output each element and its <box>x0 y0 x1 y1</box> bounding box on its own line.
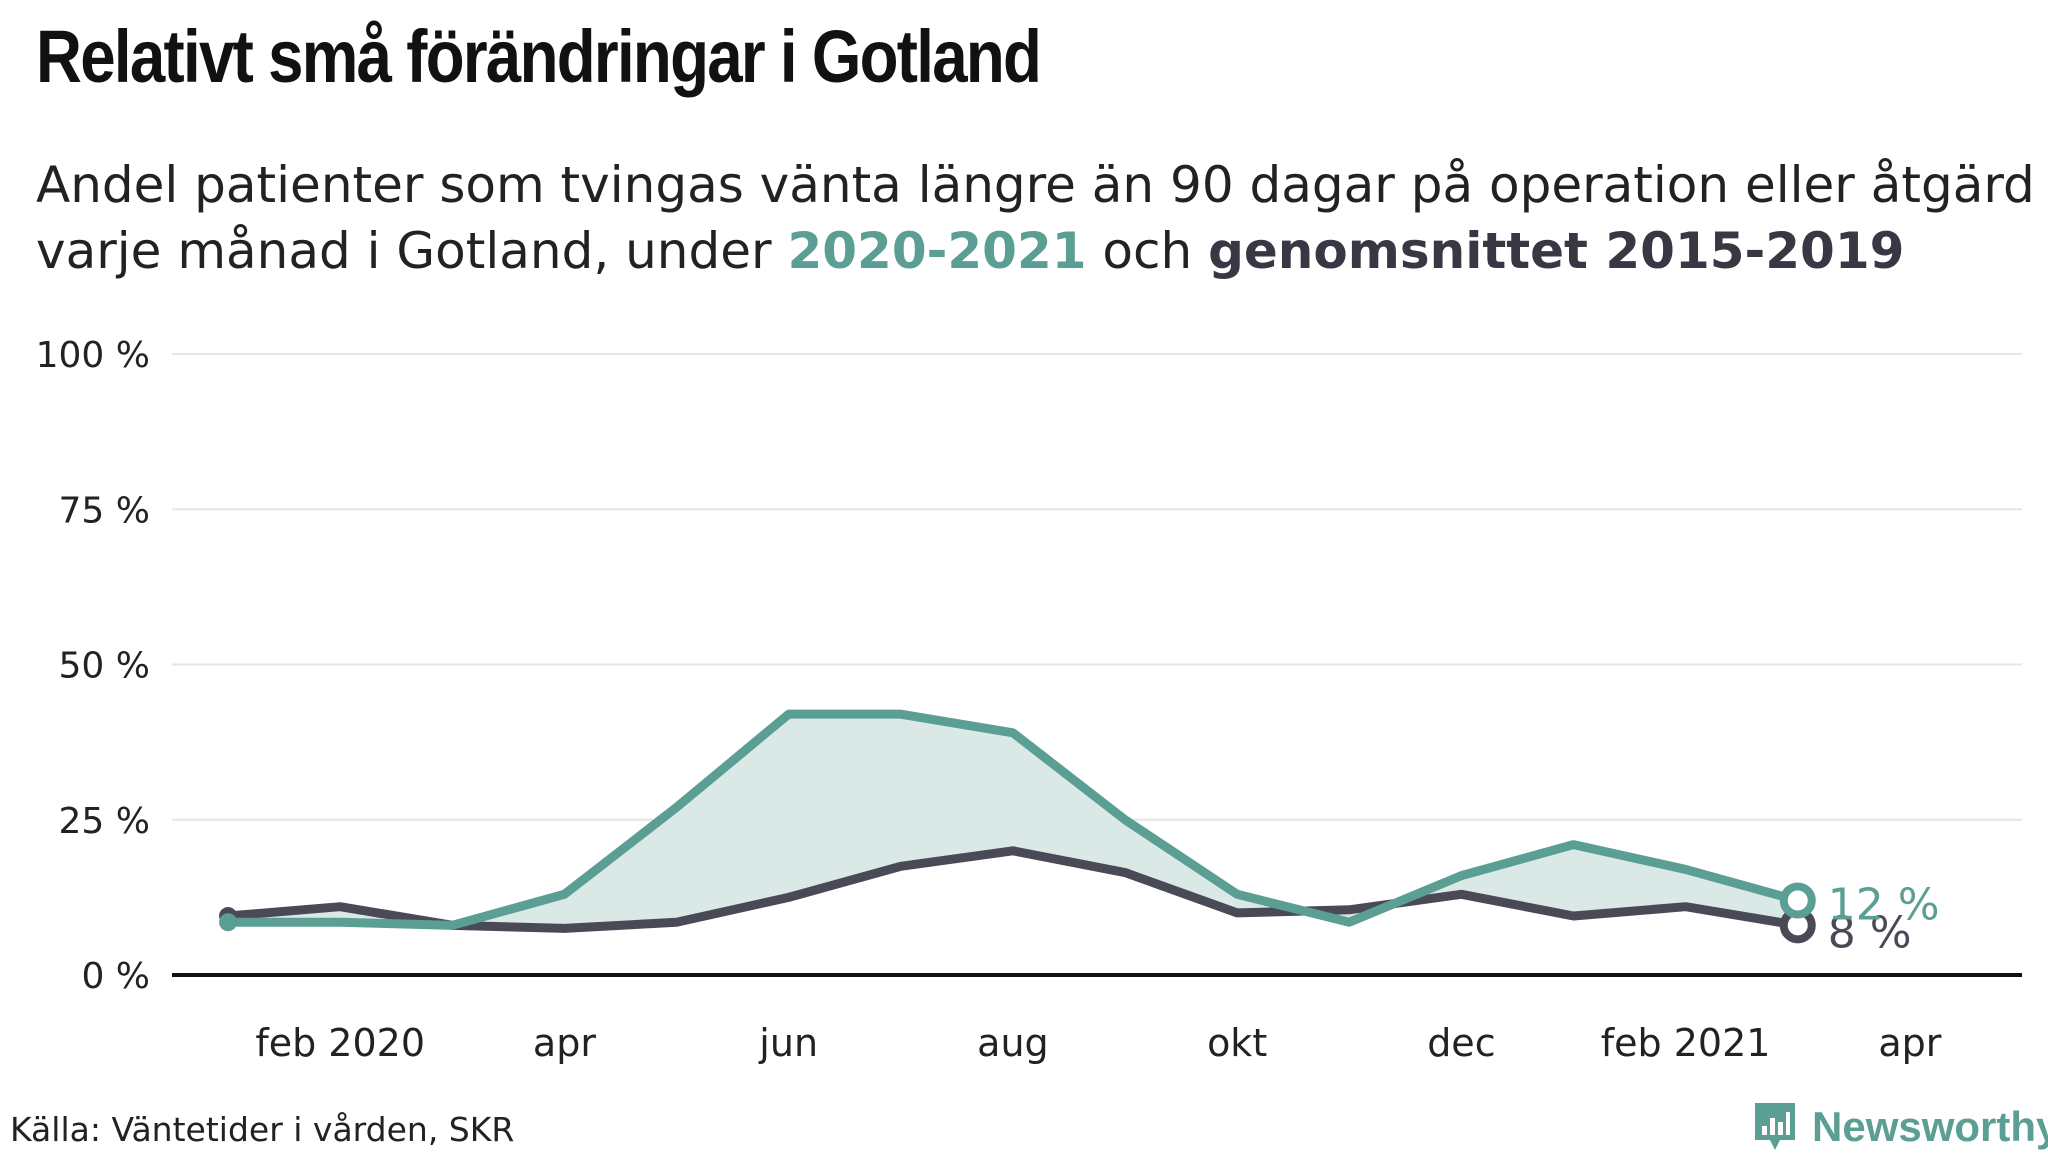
chart-title: Relativt små förändringar i Gotland <box>36 15 1042 98</box>
x-tick-label: apr <box>533 1021 596 1065</box>
x-tick-label: jun <box>758 1021 818 1065</box>
brand-logo: Newsworthy <box>1752 1100 2048 1154</box>
series-end-label-current: 12 % <box>1828 879 1940 930</box>
y-tick-label: 50 % <box>59 646 150 687</box>
x-tick-label: feb 2020 <box>255 1021 425 1065</box>
series-end-marker-current <box>1779 882 1816 919</box>
subtitle-prefix: varje månad i Gotland, under <box>36 222 788 280</box>
brand-name: Newsworthy <box>1812 1103 2048 1150</box>
source-note: Källa: Väntetider i vården, SKR <box>10 1110 515 1149</box>
newsworthy-logo-icon <box>1755 1103 1795 1150</box>
x-tick-label: apr <box>1878 1021 1941 1065</box>
series-line-current <box>223 709 1803 930</box>
end-labels: 8 %12 % <box>1828 879 1940 958</box>
series-lines <box>219 709 1816 944</box>
series-line-average <box>223 846 1803 933</box>
y-tick-label: 25 % <box>59 801 150 842</box>
x-tick-label: okt <box>1207 1021 1267 1065</box>
x-tick-label: aug <box>977 1021 1049 1065</box>
line-chart: 0 % 25 % 50 % 75 % 100 % feb 2020 apr jun aug ok… <box>36 335 2022 1065</box>
subtitle-line-1: Andel patienter som tvingas vänta längre… <box>36 156 2035 214</box>
y-tick-label: 0 % <box>81 956 150 997</box>
subtitle-highlight-current: 2020-2021 <box>787 222 1087 280</box>
y-axis-ticks: 0 % 25 % 50 % 75 % 100 % <box>36 335 150 997</box>
subtitle-middle: och <box>1086 222 1209 280</box>
difference-area <box>228 714 1798 929</box>
subtitle-highlight-average: genomsnittet 2015-2019 <box>1208 222 1905 280</box>
x-axis-ticks: feb 2020 apr jun aug okt dec feb 2021 apr <box>255 1021 1941 1065</box>
y-tick-label: 75 % <box>59 490 150 531</box>
chart-subtitle: Andel patienter som tvingas vänta längre… <box>36 152 2035 284</box>
x-tick-label: feb 2021 <box>1601 1021 1771 1065</box>
subtitle-line-2: varje månad i Gotland, under 2020-2021 o… <box>36 218 2035 284</box>
x-tick-label: dec <box>1427 1021 1495 1065</box>
series-end-label-average: 8 % <box>1828 907 1912 958</box>
series-start-marker-current <box>219 913 238 932</box>
y-tick-label: 100 % <box>36 335 150 376</box>
